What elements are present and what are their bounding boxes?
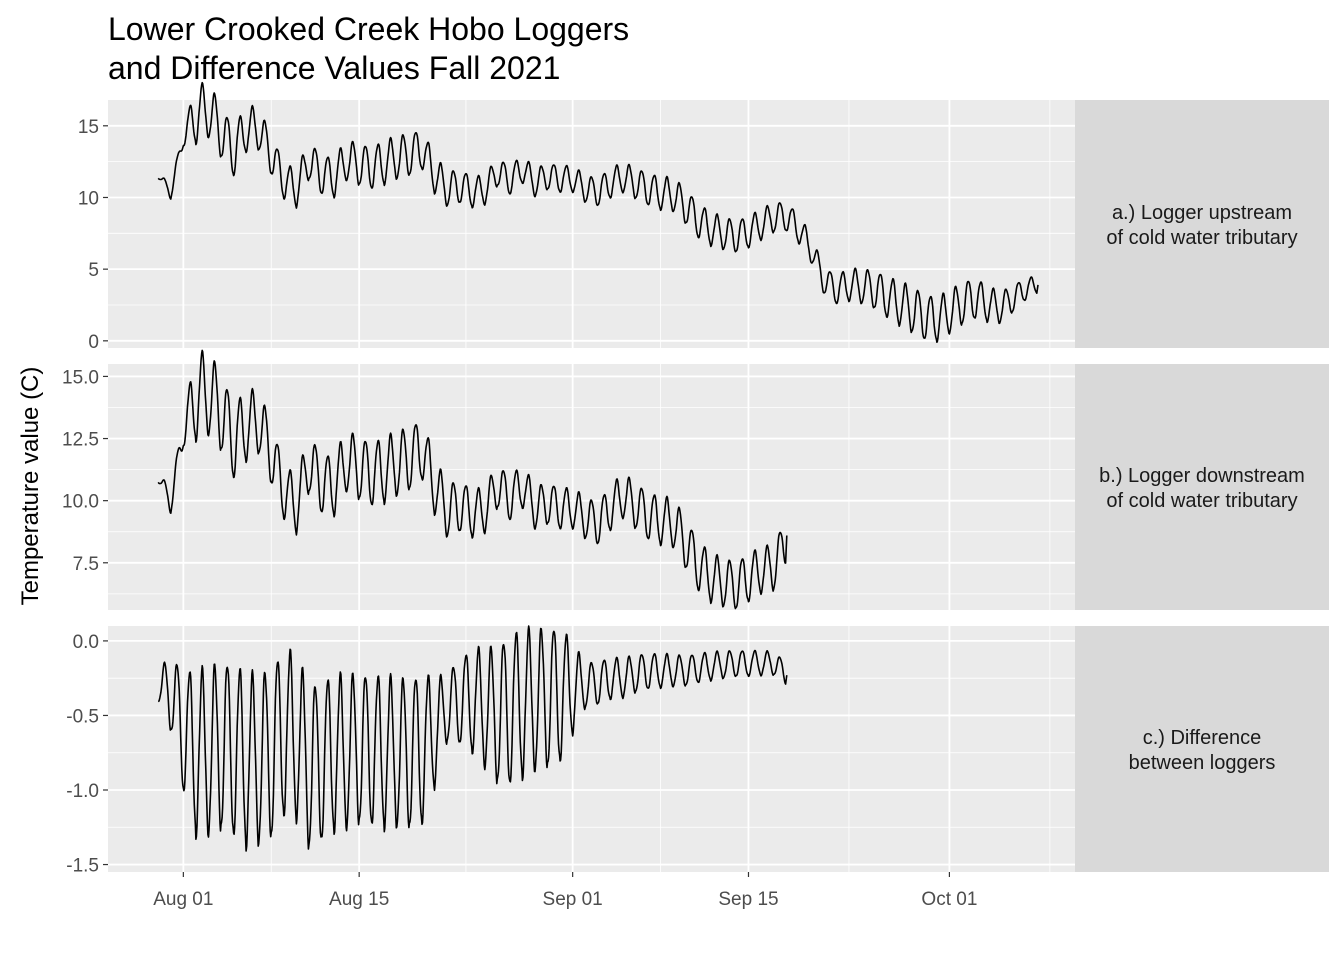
y-tick-label: 0 <box>88 332 99 353</box>
y-axis-title: Temperature value (C) <box>17 367 44 606</box>
y-tick-label: 15 <box>78 117 99 138</box>
series-line-1 <box>158 625 788 852</box>
panel-background <box>108 626 1075 872</box>
panel-1: 0 5 10 15 a.) Logger upstream of cold water t… <box>78 81 1329 353</box>
panel-3: -1.5 -1.0 -0.5 0.0 c.) Difference between log… <box>66 625 1329 877</box>
x-tick-label: Oct 01 <box>921 889 977 910</box>
y-tick-label: 7.5 <box>73 554 99 575</box>
x-tick-label: Sep 01 <box>543 889 603 910</box>
facet-strip <box>1075 626 1329 872</box>
facet-strip-label: of cold water tributary <box>1106 490 1297 512</box>
series-line-1 <box>157 81 1039 343</box>
x-axis: Aug 01 Aug 15 Sep 01 Sep 15 Oct 01 <box>153 872 977 910</box>
series-line-1 <box>157 349 788 610</box>
y-tick-label: 5 <box>88 260 99 281</box>
facet-strip <box>1075 100 1329 348</box>
x-tick-label: Aug 15 <box>329 889 389 910</box>
x-tick-label: Sep 15 <box>718 889 778 910</box>
panel-background <box>108 364 1075 610</box>
chart-title-line-1: Lower Crooked Creek Hobo Loggers <box>108 11 629 47</box>
facet-strip-label: c.) Difference <box>1143 727 1262 749</box>
x-tick-label: Aug 01 <box>153 889 213 910</box>
facet-strip-label: between loggers <box>1129 752 1276 774</box>
facet-panels: 0 5 10 15 a.) Logger upstream of cold water t… <box>62 81 1329 877</box>
chart-title: Lower Crooked Creek Hobo Loggers and Dif… <box>108 11 629 86</box>
y-tick-label: -0.5 <box>66 706 99 727</box>
y-tick-label: -1.0 <box>66 781 99 802</box>
y-tick-label: 12.5 <box>62 430 99 451</box>
facet-strip-label: b.) Logger downstream <box>1099 465 1305 487</box>
y-tick-label: 10.0 <box>62 492 99 513</box>
y-tick-label: 10 <box>78 188 99 209</box>
facet-strip-label: a.) Logger upstream <box>1112 202 1292 224</box>
y-tick-label: 15.0 <box>62 367 99 388</box>
panel-background <box>108 100 1075 348</box>
y-tick-label: 0.0 <box>73 632 99 653</box>
panel-2: 7.5 10.0 12.5 15.0 b.) Logger downstream of c… <box>62 349 1329 610</box>
y-tick-label: -1.5 <box>66 856 99 877</box>
facet-strip-label: of cold water tributary <box>1106 227 1297 249</box>
chart-title-line-2: and Difference Values Fall 2021 <box>108 50 560 86</box>
facet-strip <box>1075 364 1329 610</box>
